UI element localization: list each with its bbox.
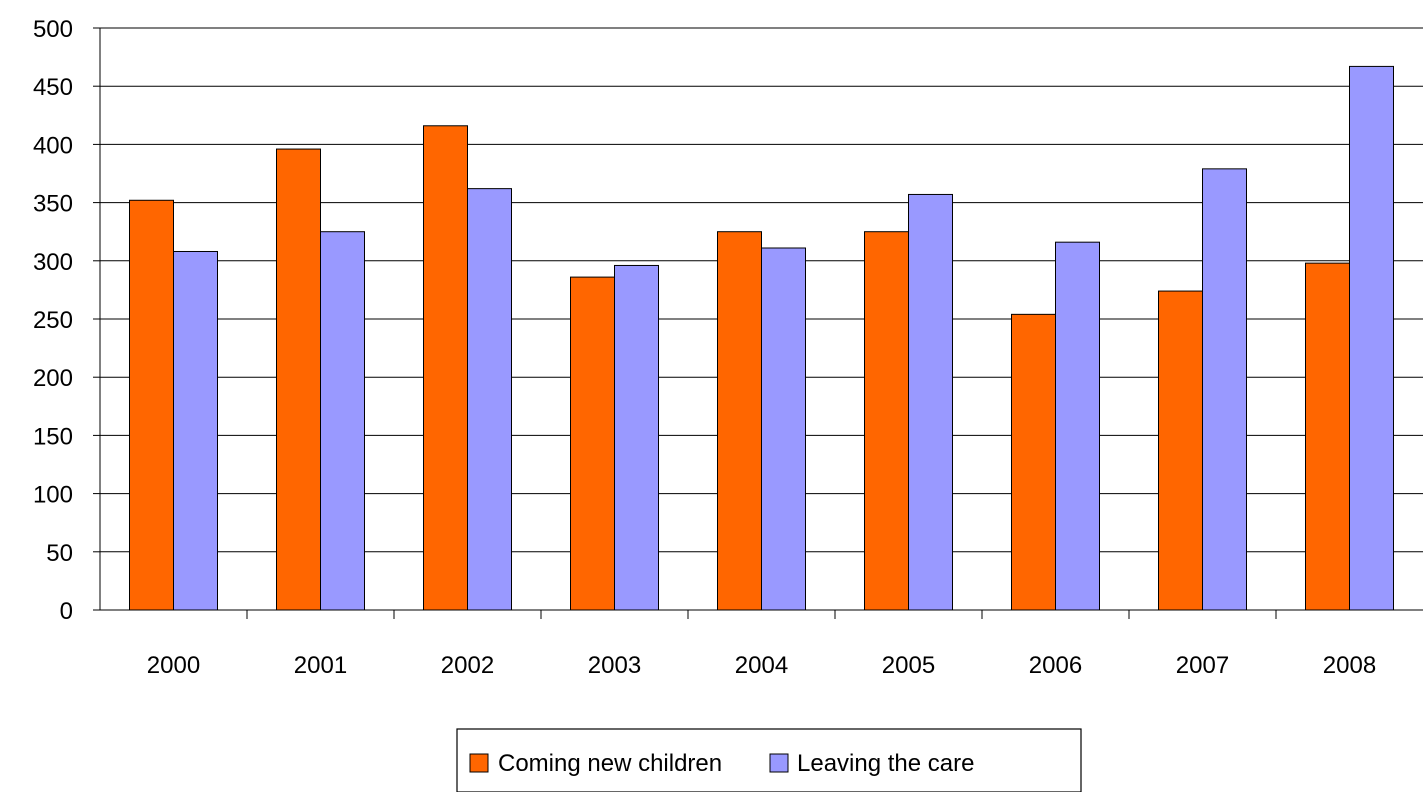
legend: Coming new children Leaving the care [456, 728, 1082, 792]
y-tick-label-200: 200 [33, 365, 73, 392]
x-tick-label-2002: 2002 [441, 652, 494, 679]
y-tick-label-500: 500 [33, 16, 73, 43]
legend-swatch-leaving-the-care [769, 753, 789, 773]
x-tick-label-2003: 2003 [588, 652, 641, 679]
y-tick-label-150: 150 [33, 423, 73, 450]
y-tick-label-400: 400 [33, 132, 73, 159]
bar-leaving-the-care-2002 [467, 188, 512, 611]
bar-leaving-the-care-2008 [1349, 65, 1394, 611]
bar-coming-new-children-2004 [717, 231, 762, 611]
bar-leaving-the-care-2005 [908, 193, 953, 611]
y-tick-label-50: 50 [46, 540, 73, 567]
bar-coming-new-children-2005 [864, 231, 909, 611]
x-tick-label-2004: 2004 [735, 652, 788, 679]
y-tick-label-100: 100 [33, 482, 73, 509]
bar-leaving-the-care-2007 [1202, 168, 1247, 611]
y-tick-label-300: 300 [33, 249, 73, 276]
legend-swatch-coming-new-children [469, 753, 489, 773]
legend-label-leaving-the-care: Leaving the care [797, 750, 974, 777]
y-tick-label-0: 0 [60, 598, 73, 625]
y-tick-label-450: 450 [33, 74, 73, 101]
x-tick-label-2000: 2000 [147, 652, 200, 679]
axes [93, 27, 1423, 619]
y-tick-label-350: 350 [33, 191, 73, 218]
x-tick-label-2001: 2001 [294, 652, 347, 679]
bar-leaving-the-care-2000 [173, 250, 218, 611]
bar-coming-new-children-2001 [276, 148, 321, 611]
bar-coming-new-children-2007 [1158, 290, 1203, 611]
bar-leaving-the-care-2004 [761, 247, 806, 611]
x-tick-label-2007: 2007 [1176, 652, 1229, 679]
x-tick-label-2006: 2006 [1029, 652, 1082, 679]
bars [129, 65, 1394, 611]
legend-box [456, 728, 1082, 792]
x-tick-label-2008: 2008 [1323, 652, 1376, 679]
bar-coming-new-children-2006 [1011, 313, 1056, 611]
bar-leaving-the-care-2001 [320, 231, 365, 611]
bar-coming-new-children-2000 [129, 199, 174, 611]
bar-coming-new-children-2002 [423, 125, 468, 611]
bar-coming-new-children-2003 [570, 276, 615, 611]
x-tick-label-2005: 2005 [882, 652, 935, 679]
y-tick-label-250: 250 [33, 307, 73, 334]
bar-coming-new-children-2008 [1305, 262, 1350, 611]
bar-leaving-the-care-2003 [614, 264, 659, 611]
y-tick-labels: 0 50 100 150 200 250 300 350 400 450 500 [33, 16, 73, 625]
bar-leaving-the-care-2006 [1055, 241, 1100, 611]
x-tick-labels: 2000 2001 2002 2003 2004 2005 2006 2007 2008 [147, 652, 1376, 679]
legend-label-coming-new-children: Coming new children [498, 750, 722, 777]
